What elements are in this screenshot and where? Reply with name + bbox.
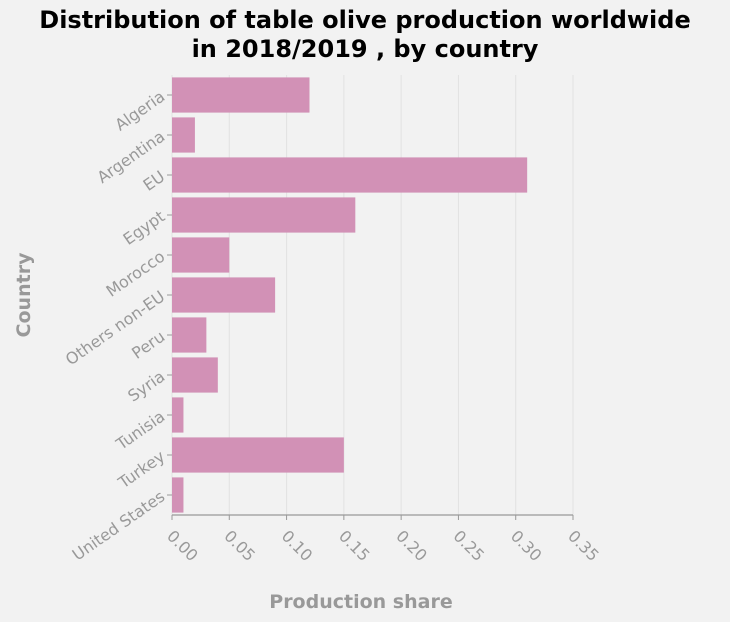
bar-eu <box>172 157 528 193</box>
x-tick-label: 0.25 <box>450 526 489 565</box>
chart-title-line-2: in 2018/2019 , by country <box>191 35 539 63</box>
x-tick-label: 0.15 <box>335 526 374 565</box>
y-tick-label: Syria <box>124 367 168 406</box>
x-tick-label: 0.00 <box>163 526 202 565</box>
bar-syria <box>172 357 218 393</box>
bar-others-non-eu <box>172 277 276 313</box>
chart-title-line-1: Distribution of table olive production w… <box>39 6 691 34</box>
bar-united-states <box>172 477 184 513</box>
bar-tunisia <box>172 397 184 433</box>
x-tick-label: 0.10 <box>278 526 317 565</box>
bar-peru <box>172 317 207 353</box>
y-axis-title: Country <box>13 252 35 338</box>
x-tick-label: 0.05 <box>220 526 259 565</box>
bar-morocco <box>172 237 230 273</box>
bar-algeria <box>172 77 310 113</box>
y-tick-label: Peru <box>128 327 168 363</box>
bars <box>172 77 528 513</box>
bar-turkey <box>172 437 344 473</box>
y-tick-label: EU <box>140 167 169 195</box>
x-axis-title: Production share <box>269 591 452 613</box>
x-tick-label: 0.35 <box>564 526 603 565</box>
y-tick-label: Algeria <box>111 87 168 135</box>
y-tick-label: Egypt <box>120 207 169 249</box>
chart-title: Distribution of table olive production w… <box>0 6 730 64</box>
bar-egypt <box>172 197 356 233</box>
y-tick-label: Turkey <box>114 447 168 493</box>
y-tick-label: Tunisia <box>112 407 168 454</box>
x-tick-labels: 0.00 0.05 0.10 0.15 0.20 0.25 0.30 0.35 <box>163 515 603 565</box>
bar-argentina <box>172 117 195 153</box>
x-tick-label: 0.20 <box>392 526 431 565</box>
y-tick-label: United States <box>69 487 169 565</box>
x-tick-label: 0.30 <box>507 526 546 565</box>
